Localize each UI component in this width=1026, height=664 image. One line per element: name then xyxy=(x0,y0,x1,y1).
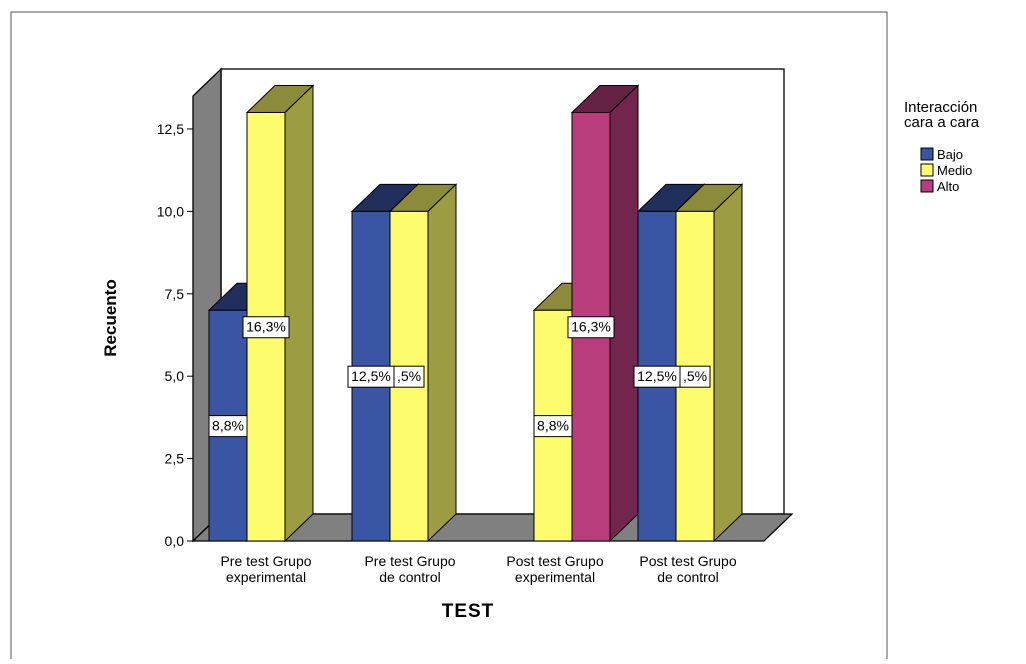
legend-swatch xyxy=(920,179,934,193)
bar-alto[interactable] xyxy=(570,84,640,543)
data-label-text: ,5% xyxy=(397,368,421,384)
data-label-text: 8,8% xyxy=(212,418,244,434)
chart-border xyxy=(10,11,888,659)
x-tick-label: Pre test Grupo de control xyxy=(364,553,455,585)
data-label-box xyxy=(567,316,615,339)
data-label: ,5% xyxy=(393,365,425,388)
legend-label: Alto xyxy=(937,179,959,194)
data-label: 8,8% xyxy=(533,415,573,438)
legend-swatch xyxy=(920,163,934,177)
data-label: 12,5% xyxy=(347,365,395,388)
x-tick-label: Pre test Grupo experimental xyxy=(220,553,311,585)
legend-title: Interacción cara a cara xyxy=(904,99,980,131)
legend-item-bajo[interactable]: Bajo xyxy=(920,147,963,162)
data-label: 16,3% xyxy=(242,316,290,339)
data-label-box xyxy=(679,365,711,388)
data-label: ,5% xyxy=(679,365,711,388)
data-label: 8,8% xyxy=(208,415,248,438)
bar-side xyxy=(284,84,314,543)
legend-item-alto[interactable]: Alto xyxy=(920,179,959,194)
y-tick-label: 5,0 xyxy=(165,368,185,384)
bar-medio[interactable] xyxy=(388,183,458,543)
y-tick-label: 10,0 xyxy=(157,203,184,219)
data-label-text: 12,5% xyxy=(351,368,391,384)
legend-label: Bajo xyxy=(937,147,963,162)
data-label-text: ,5% xyxy=(683,368,707,384)
data-label: 12,5% xyxy=(633,365,681,388)
legend-item-medio[interactable]: Medio xyxy=(920,163,972,178)
bar-medio[interactable] xyxy=(245,84,315,543)
bar-side xyxy=(427,183,457,543)
data-label-box xyxy=(242,316,290,339)
data-label-text: 16,3% xyxy=(571,319,611,335)
bar-medio[interactable] xyxy=(674,183,744,543)
y-tick-label: 12,5 xyxy=(157,121,184,137)
bar-side xyxy=(609,84,639,543)
bar-side xyxy=(713,183,743,543)
y-tick-label: 7,5 xyxy=(165,286,185,302)
legend-label: Medio xyxy=(937,163,972,178)
y-tick-label: 2,5 xyxy=(165,451,185,467)
data-label-text: 8,8% xyxy=(537,418,569,434)
data-label-text: 12,5% xyxy=(637,368,677,384)
x-tick-label: Post test Grupo de control xyxy=(639,553,736,585)
x-tick-label: Post test Grupo experimental xyxy=(506,553,603,585)
y-tick-label: 0,0 xyxy=(165,533,185,549)
data-label-box xyxy=(533,415,573,438)
data-label-text: 16,3% xyxy=(246,319,286,335)
y-axis-label: Recuento xyxy=(101,279,120,356)
data-label-box xyxy=(208,415,248,438)
data-label-box xyxy=(393,365,425,388)
data-label: 16,3% xyxy=(567,316,615,339)
legend-swatch xyxy=(920,147,934,161)
x-axis-label: TEST xyxy=(442,601,495,622)
